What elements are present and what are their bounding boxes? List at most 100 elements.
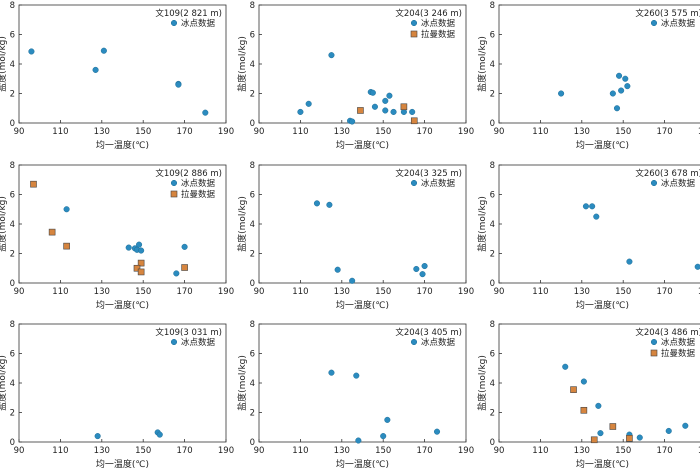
x-tick-label: 190 xyxy=(458,446,474,456)
chart-title: 文109(3 031 m) xyxy=(155,327,222,338)
x-tick-label: 190 xyxy=(698,287,700,297)
x-tick-label: 170 xyxy=(416,446,432,456)
legend-marker-raman xyxy=(650,349,658,357)
x-axis-label: 均一温度(℃) xyxy=(96,299,149,311)
data-point-raman xyxy=(357,107,364,114)
y-tick-label: 2 xyxy=(250,409,255,419)
chart-title: 文204(3 325 m) xyxy=(395,168,462,179)
y-tick-label: 0 xyxy=(490,279,495,289)
data-point-ice xyxy=(413,265,420,273)
data-point-raman xyxy=(48,228,56,236)
data-point-ice xyxy=(328,52,335,59)
data-point-ice xyxy=(595,402,602,409)
data-point-ice xyxy=(589,203,596,210)
x-tick-label: 190 xyxy=(458,127,474,137)
y-tick-label: 4 xyxy=(10,220,15,230)
x-tick-label: 170 xyxy=(416,127,432,137)
x-tick-label: 90 xyxy=(494,446,505,456)
legend-label: 拉曼数据 xyxy=(421,29,456,40)
y-axis-label: 盐度(mol/kg) xyxy=(476,196,488,252)
y-tick-label: 8 xyxy=(10,1,15,11)
y-tick-label: 6 xyxy=(490,191,495,201)
y-tick-label: 4 xyxy=(490,60,495,70)
y-tick-label: 6 xyxy=(250,350,255,360)
x-tick-label: 90 xyxy=(494,287,505,297)
legend-marker-ice xyxy=(170,338,178,346)
x-tick-label: 150 xyxy=(135,127,151,137)
y-tick-label: 4 xyxy=(250,220,255,230)
data-point-ice xyxy=(384,416,391,423)
y-tick-label: 6 xyxy=(490,350,495,360)
data-point-ice xyxy=(613,105,621,112)
chart-title: 文204(3 486 m) xyxy=(635,327,700,338)
data-point-ice xyxy=(175,81,182,88)
y-tick-label: 6 xyxy=(10,350,15,360)
legend-marker-ice xyxy=(170,179,178,187)
y-axis-label: 盐度(mol/kg) xyxy=(236,36,248,92)
x-tick-label: 130 xyxy=(574,127,590,137)
data-point-ice xyxy=(297,108,304,115)
y-tick-label: 4 xyxy=(490,379,495,389)
x-tick-label: 90 xyxy=(254,287,265,297)
y-axis-label: 盐度(mol/kg) xyxy=(236,196,248,252)
x-tick-label: 170 xyxy=(656,127,672,137)
data-point-ice xyxy=(409,108,416,115)
y-tick-label: 0 xyxy=(10,438,15,448)
data-point-ice xyxy=(138,247,145,254)
y-axis-label: 盐度(mol/kg) xyxy=(0,36,8,92)
x-tick-label: 110 xyxy=(52,287,68,297)
x-tick-label: 130 xyxy=(94,446,110,456)
x-axis-label: 均一温度(℃) xyxy=(96,139,149,151)
data-point-ice xyxy=(173,270,180,277)
chart-panel-2: 90 110 130 150 170 190 0 2 4 6 8 均一温度(℃) 盐度(mol/kg) 文… xyxy=(236,1,474,151)
y-tick-label: 8 xyxy=(250,161,255,171)
data-point-ice xyxy=(562,363,569,370)
x-tick-label: 150 xyxy=(135,446,151,456)
y-tick-label: 0 xyxy=(490,119,495,129)
y-tick-label: 0 xyxy=(10,119,15,129)
data-point-raman xyxy=(626,435,633,442)
x-tick-label: 110 xyxy=(292,127,308,137)
x-axis-label: 均一温度(℃) xyxy=(336,458,389,470)
y-tick-label: 2 xyxy=(490,90,495,100)
legend-marker-ice xyxy=(410,338,418,346)
y-tick-label: 8 xyxy=(10,161,15,171)
y-tick-label: 6 xyxy=(10,191,15,201)
data-point-raman xyxy=(63,242,70,250)
y-tick-label: 0 xyxy=(250,279,255,289)
data-point-ice xyxy=(382,97,389,104)
data-point-ice xyxy=(386,92,393,99)
x-tick-label: 190 xyxy=(218,127,234,137)
y-axis-label: 盐度(mol/kg) xyxy=(236,355,248,411)
x-tick-label: 130 xyxy=(334,287,350,297)
x-tick-label: 150 xyxy=(375,127,391,137)
data-point-ice xyxy=(622,75,629,82)
x-tick-label: 110 xyxy=(532,446,548,456)
x-tick-label: 190 xyxy=(218,446,234,456)
data-point-raman xyxy=(609,423,617,430)
chart-panel-7: 90 110 130 150 170 190 0 2 4 6 8 均一温度(℃) 盐度(mol/kg) 文… xyxy=(0,320,234,470)
y-tick-label: 4 xyxy=(490,220,495,230)
legend-label: 拉曼数据 xyxy=(181,189,216,200)
y-tick-label: 6 xyxy=(250,191,255,201)
y-tick-label: 2 xyxy=(250,250,255,260)
x-tick-label: 90 xyxy=(14,287,25,297)
data-point-ice xyxy=(125,244,132,251)
y-tick-label: 2 xyxy=(10,409,15,419)
data-point-raman xyxy=(410,117,418,125)
y-tick-label: 2 xyxy=(250,90,255,100)
x-axis-label: 均一温度(℃) xyxy=(576,458,629,470)
x-tick-label: 130 xyxy=(574,287,590,297)
data-point-ice xyxy=(421,262,428,270)
x-tick-label: 130 xyxy=(334,127,350,137)
data-point-ice xyxy=(558,90,565,97)
data-point-ice xyxy=(92,66,99,73)
chart-title: 文260(3 678 m) xyxy=(635,168,700,179)
data-point-ice xyxy=(624,83,631,90)
data-point-ice xyxy=(682,422,689,429)
x-tick-label: 170 xyxy=(176,127,192,137)
x-axis-label: 均一温度(℃) xyxy=(576,299,629,311)
y-tick-label: 4 xyxy=(10,60,15,70)
data-point-raman xyxy=(137,268,145,276)
x-tick-label: 150 xyxy=(615,127,631,137)
